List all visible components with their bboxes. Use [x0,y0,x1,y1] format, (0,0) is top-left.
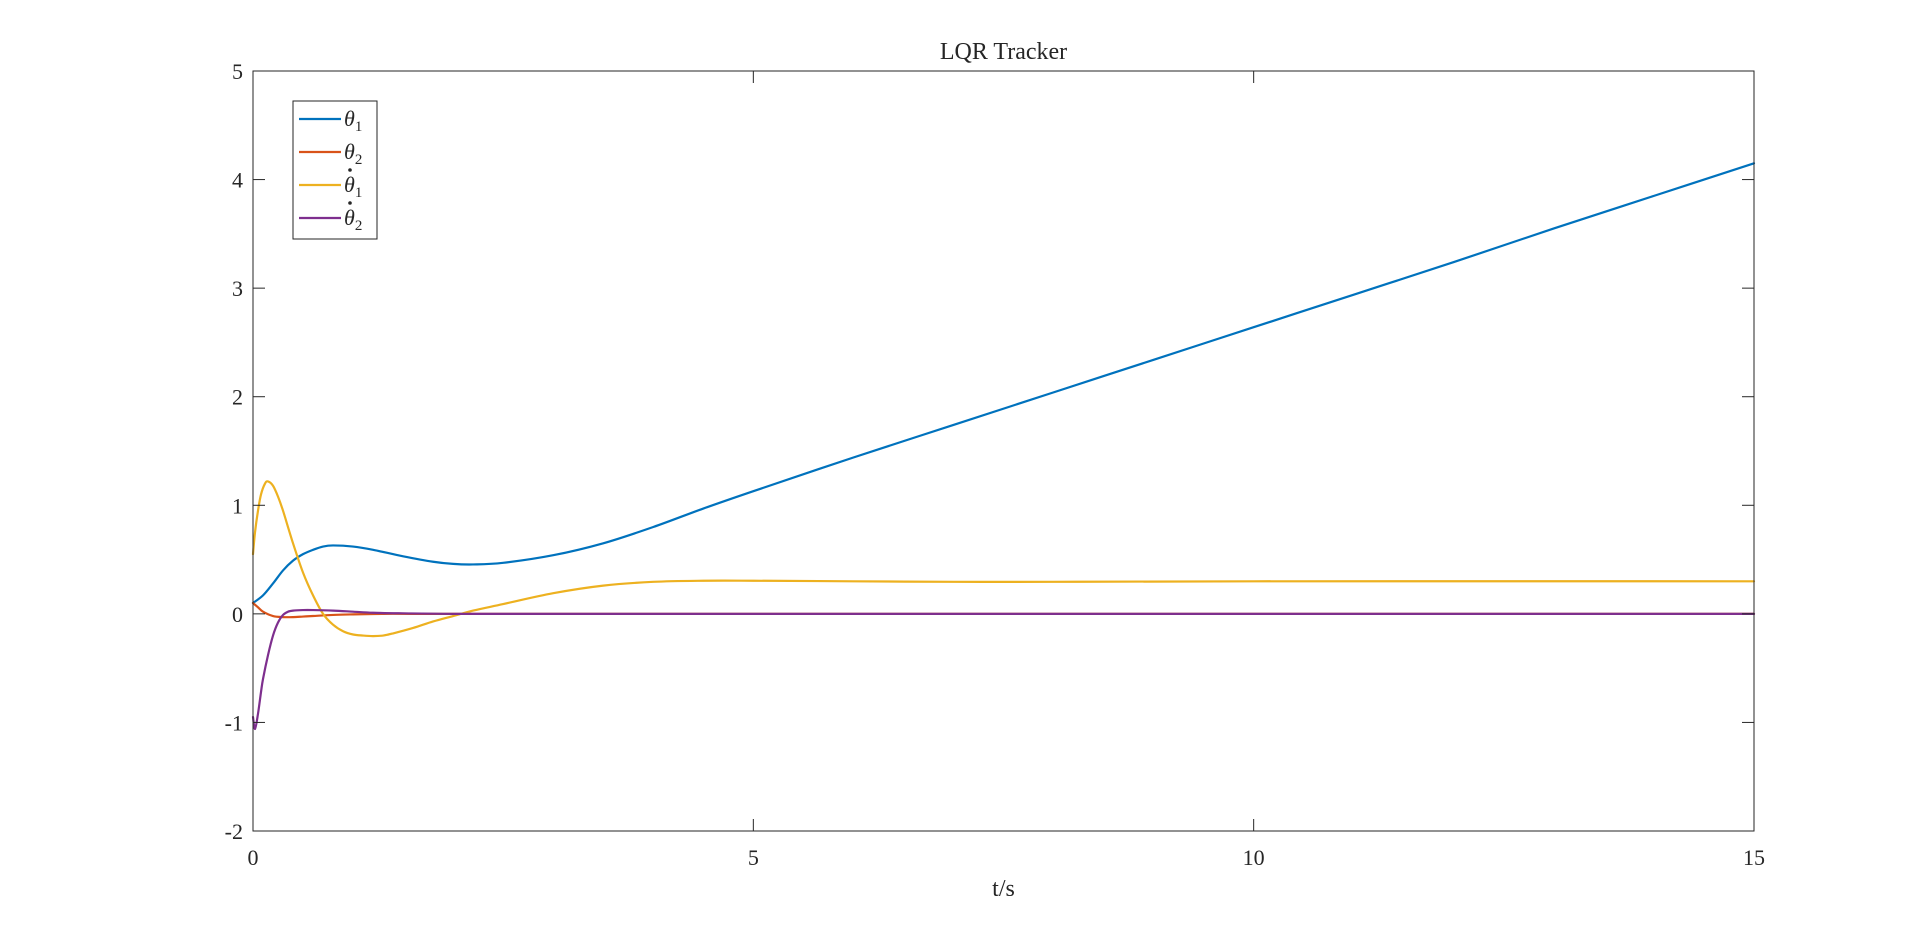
x-tick-label: 5 [748,845,759,870]
legend-box [292,100,378,240]
x-tick-label: 10 [1243,845,1265,870]
series-line-1 [251,162,1756,605]
plot-area-frame [252,70,1755,832]
x-tick-label: 0 [248,845,259,870]
y-tick-label: -1 [225,710,243,735]
y-tick-label: 2 [232,385,243,410]
series-line-3 [251,480,1756,638]
series-line-4 [251,608,1756,731]
y-tick-label: -2 [225,819,243,844]
legend-dot-accent [348,201,352,205]
y-tick-label: 0 [232,602,243,627]
legend-entry-label: θ1 [344,172,362,201]
legend: θ1 θ2 θ1 θ2 [292,100,378,240]
y-tick-label: 3 [232,276,243,301]
y-tick-label: 5 [232,59,243,84]
y-tick-label: 1 [232,493,243,518]
series-layer [251,162,1756,731]
y-tick-label: 4 [232,168,243,193]
x-axis-label: t/s [992,876,1015,902]
legend-entry-label: θ2 [344,139,362,168]
chart-title: LQR Tracker [940,39,1067,65]
legend-entry-label: θ2 [344,205,362,234]
x-tick-label: 15 [1743,845,1765,870]
axis-ticks: 0 5 10 15 -2 -1 0 1 2 3 4 5 [225,59,1765,870]
legend-entry-label: θ1 [344,106,362,135]
legend-dot-accent [348,168,352,172]
